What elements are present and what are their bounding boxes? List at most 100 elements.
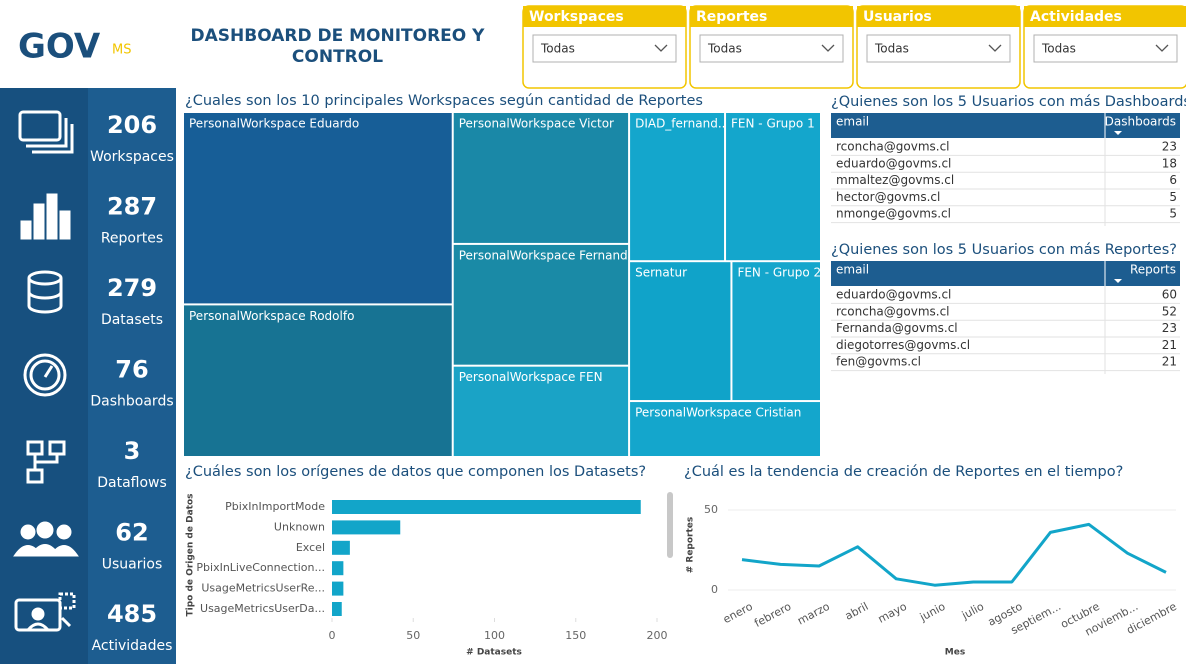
y-tick-label: PbixInImportMode xyxy=(225,500,325,513)
x-tick-label: 0 xyxy=(329,629,336,642)
sort-arrow xyxy=(1114,279,1122,283)
cell-email: Fernanda@govms.cl xyxy=(836,321,958,335)
y-tick-label: 0 xyxy=(711,583,718,596)
kpi-value: 279 xyxy=(107,274,157,302)
treemap-cell[interactable] xyxy=(630,262,731,401)
cell-email: fen@govms.cl xyxy=(836,355,921,369)
filter-label: Reportes xyxy=(696,9,767,25)
chart-title: ¿Cuál es la tendencia de creación de Rep… xyxy=(684,464,1123,480)
treemap-label: Sernatur xyxy=(635,266,687,280)
x-tick-label: 200 xyxy=(647,629,668,642)
filter-dropdown[interactable] xyxy=(532,34,677,63)
bar[interactable] xyxy=(332,520,401,535)
kpi-label: Usuarios xyxy=(102,557,163,573)
treemap-cell[interactable] xyxy=(184,305,452,456)
filter-label: Actividades xyxy=(1030,9,1122,25)
column-header[interactable]: Dashboards xyxy=(1105,115,1176,129)
x-tick-label: julio xyxy=(959,600,986,623)
filter-dropdown[interactable] xyxy=(866,34,1011,63)
kpi-value: 62 xyxy=(115,519,148,547)
x-tick-label: enero xyxy=(721,600,755,626)
x-tick-label: 150 xyxy=(565,629,586,642)
bar[interactable] xyxy=(332,581,344,596)
bar[interactable] xyxy=(332,602,342,616)
filter-dropdown[interactable] xyxy=(1033,34,1178,63)
kpi-value: 287 xyxy=(107,193,157,221)
treemap-cell[interactable] xyxy=(184,113,452,304)
filter-header xyxy=(690,6,853,27)
bar[interactable] xyxy=(332,500,641,514)
y-tick-label: PbixInLiveConnection... xyxy=(196,561,325,574)
x-tick-label: junio xyxy=(917,600,948,625)
chevron xyxy=(988,44,1002,52)
filter-dropdown[interactable] xyxy=(699,34,844,63)
cell-value: 6 xyxy=(1169,173,1177,187)
y-axis-label: Tipo de Origen de Datos xyxy=(186,494,196,617)
treemap-label: PersonalWorkspace Victor xyxy=(459,117,614,131)
treemap-cell[interactable] xyxy=(453,113,629,243)
chevron xyxy=(1155,44,1169,52)
kpi-label: Actividades xyxy=(92,638,173,654)
x-axis-label: # Datasets xyxy=(466,648,522,658)
x-tick-label: mayo xyxy=(876,600,909,626)
cell-email: diegotorres@govms.cl xyxy=(836,338,970,352)
cell-email: nmonge@govms.cl xyxy=(836,207,951,221)
column-header: email xyxy=(836,115,869,129)
filter-label: Usuarios xyxy=(863,9,932,25)
cell-email: mmaltez@govms.cl xyxy=(836,173,954,187)
sidebar-icons xyxy=(13,110,79,632)
treemap-label: FEN - Grupo 1 xyxy=(731,117,815,131)
cell-email: eduardo@govms.cl xyxy=(836,156,951,170)
x-axis-label: Mes xyxy=(945,648,965,658)
kpi-label: Reportes xyxy=(101,231,163,247)
treemap-cell[interactable] xyxy=(630,113,725,261)
chevron xyxy=(654,44,668,52)
logo: GOV xyxy=(18,27,101,67)
cell-email: eduardo@govms.cl xyxy=(836,288,951,302)
cell-value: 23 xyxy=(1162,140,1177,154)
treemap-label: PersonalWorkspace Eduardo xyxy=(189,117,359,131)
cell-value: 5 xyxy=(1169,207,1177,221)
cell-value: 18 xyxy=(1162,156,1177,170)
treemap-label: PersonalWorkspace FEN xyxy=(459,370,603,384)
cell-value: 60 xyxy=(1162,288,1177,302)
chart-title: ¿Cuáles son los orígenes de datos que co… xyxy=(185,464,646,480)
treemap-label: PersonalWorkspace Fernanda xyxy=(459,248,635,262)
cell-value: 21 xyxy=(1162,338,1177,352)
scrollbar[interactable] xyxy=(667,492,673,558)
cell-value: 21 xyxy=(1162,355,1177,369)
cell-email: rconcha@govms.cl xyxy=(836,304,950,318)
treemap-cell[interactable] xyxy=(453,366,629,456)
kpi-value: 485 xyxy=(107,600,157,628)
treemap-cell[interactable] xyxy=(453,244,629,365)
dashboard-title: DASHBOARD DE MONITOREO Y CONTROL xyxy=(190,26,485,67)
table-title: ¿Quienes son los 5 Usuarios con más Dash… xyxy=(831,94,1186,110)
cell-value: 5 xyxy=(1169,190,1177,204)
kpi-label: Dashboards xyxy=(90,394,173,410)
filter-header xyxy=(523,6,686,27)
x-tick-label: marzo xyxy=(795,600,832,628)
filter-header xyxy=(857,6,1020,27)
cell-email: rconcha@govms.cl xyxy=(836,140,950,154)
filter-value: Todas xyxy=(540,42,575,56)
filter-value: Todas xyxy=(707,42,742,56)
filter-value: Todas xyxy=(874,42,909,56)
y-tick-label: Excel xyxy=(296,541,325,554)
y-tick-label: Unknown xyxy=(274,520,325,533)
column-header: email xyxy=(836,263,869,277)
sort-arrow xyxy=(1114,131,1122,135)
filter-header xyxy=(1024,6,1186,27)
kpi-label: Workspaces xyxy=(90,149,174,165)
treemap-cell[interactable] xyxy=(726,113,820,261)
treemap-cell[interactable] xyxy=(630,402,820,456)
bar[interactable] xyxy=(332,561,344,576)
treemap-cell[interactable] xyxy=(732,262,820,401)
treemap-label: PersonalWorkspace Cristian xyxy=(635,406,801,420)
cell-value: 52 xyxy=(1162,304,1177,318)
y-tick-label: 50 xyxy=(704,503,718,516)
column-header[interactable]: Reports xyxy=(1130,263,1176,277)
table-header xyxy=(831,261,1180,286)
bar[interactable] xyxy=(332,540,350,555)
treemap-label: PersonalWorkspace Rodolfo xyxy=(189,309,354,323)
